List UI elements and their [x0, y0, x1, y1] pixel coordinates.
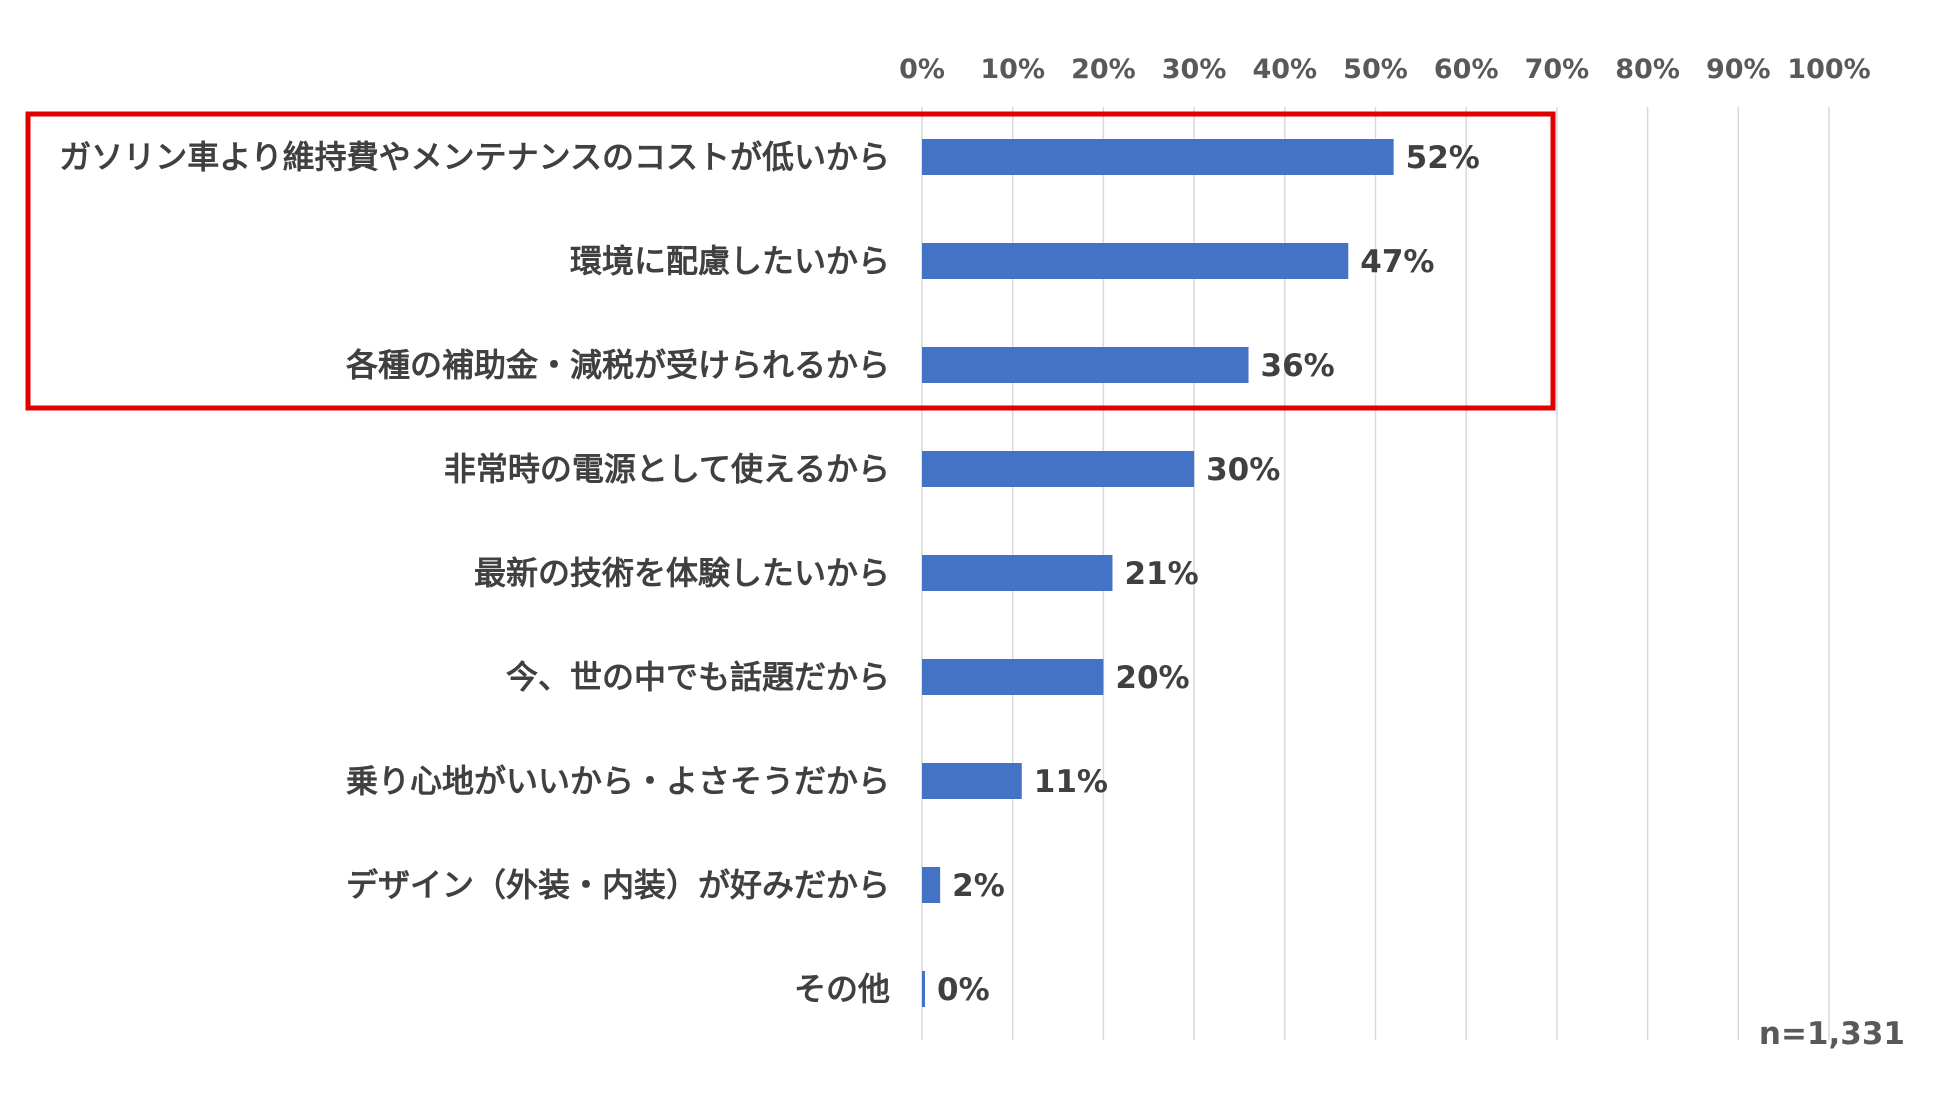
x-tick-label: 80% [1615, 54, 1680, 85]
x-axis-ticks: 0% 10% 20% 30% 40% 50% 60% 70% 80% 90% 100% [899, 54, 1871, 85]
data-label: 36% [1261, 348, 1335, 384]
category-label: その他 [794, 970, 890, 1008]
value-labels: 52% 47% 36% 30% 21% 20% 11% 2% 0% [937, 140, 1480, 1008]
x-tick-label: 60% [1434, 54, 1499, 85]
data-label: 0% [937, 972, 990, 1008]
bar [922, 971, 925, 1007]
data-label: 47% [1360, 244, 1434, 280]
bar [922, 139, 1394, 175]
category-label: デザイン（外装・内装）が好みだから [346, 866, 890, 904]
data-label: 30% [1206, 452, 1280, 488]
data-label: 2% [952, 868, 1005, 904]
data-label: 21% [1124, 556, 1198, 592]
category-label: 最新の技術を体験したいから [474, 554, 890, 592]
x-tick-label: 100% [1787, 54, 1870, 85]
bar [922, 555, 1113, 591]
category-label: 各種の補助金・減税が受けられるから [346, 346, 890, 384]
x-tick-label: 10% [980, 54, 1045, 85]
category-label: ガソリン車より維持費やメンテナンスのコストが低いから [59, 138, 890, 176]
bar [922, 659, 1104, 695]
x-tick-label: 90% [1706, 54, 1771, 85]
bar [922, 243, 1349, 279]
category-label: 非常時の電源として使えるから [444, 450, 890, 488]
category-label: 今、世の中でも話題だから [506, 658, 890, 696]
x-tick-label: 40% [1252, 54, 1317, 85]
x-tick-label: 0% [899, 54, 945, 85]
bar [922, 763, 1022, 799]
sample-size-note: n=1,331 [1759, 1016, 1905, 1052]
bar [922, 451, 1195, 487]
category-labels: ガソリン車より維持費やメンテナンスのコストが低いから環境に配慮したいから各種の補… [59, 138, 890, 1008]
x-tick-label: 70% [1525, 54, 1590, 85]
data-label: 52% [1406, 140, 1480, 176]
x-tick-label: 30% [1162, 54, 1227, 85]
bars [922, 139, 1394, 1007]
bar [922, 347, 1249, 383]
highlight-box [25, 111, 1556, 411]
x-tick-label: 50% [1343, 54, 1408, 85]
x-tick-label: 20% [1071, 54, 1136, 85]
category-label: 環境に配慮したいから [570, 242, 890, 280]
bar [922, 867, 941, 903]
data-label: 20% [1115, 660, 1189, 696]
category-label: 乗り心地がいいから・よさそうだから [346, 762, 890, 800]
data-label: 11% [1034, 764, 1108, 800]
